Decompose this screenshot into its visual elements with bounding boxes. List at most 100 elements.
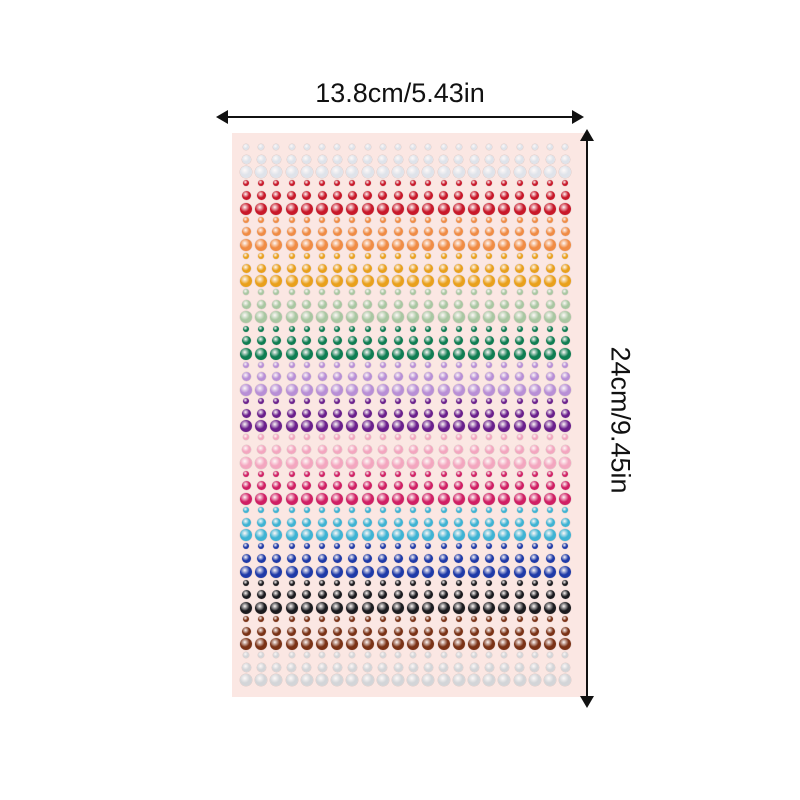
rhinestone-emerald (484, 336, 494, 346)
rhinestone-lavender (407, 384, 420, 396)
rhinestone-purple (531, 398, 538, 405)
rhinestone-lavender (440, 361, 447, 368)
rhinestone-brown (530, 626, 540, 636)
rhinestone-clear (346, 674, 359, 687)
rhinestone-black (439, 590, 449, 600)
rhinestone-pink (515, 445, 525, 454)
rhinestone-brown (270, 638, 283, 651)
rhinestone-lavender (347, 372, 357, 382)
rhinestone-clear-ab (271, 154, 281, 164)
rhinestone-orange (331, 238, 344, 251)
rhinestone-orange (240, 238, 252, 251)
rhinestone-brown (422, 638, 435, 651)
rhinestone-aqua (530, 517, 540, 527)
rhinestone-light-green (303, 289, 310, 296)
rhinestone-light-green (379, 289, 386, 296)
rhinestone-clear-ab (378, 154, 388, 164)
rhinestone-blue (516, 543, 523, 550)
rhinestone-brown (243, 615, 249, 622)
rhinestone-light-green (452, 311, 465, 324)
rhinestone-aqua (255, 529, 268, 542)
rhinestone-black (302, 590, 312, 600)
rhinestone-gold (484, 263, 494, 273)
rhinestone-clear-ab (545, 154, 555, 164)
rhinestone-purple (408, 408, 418, 418)
rhinestone-brown (393, 626, 403, 636)
rhinestone-light-green (285, 311, 298, 324)
rhinestone-light-green (547, 289, 553, 296)
rhinestone-blue (316, 565, 328, 578)
rhinestone-clear (407, 674, 420, 687)
rhinestone-brown (544, 638, 556, 651)
rhinestone-light-green (545, 299, 555, 309)
rhinestone-clear (498, 674, 511, 687)
rhinestone-light-green (392, 311, 404, 324)
rhinestone-gold (379, 252, 386, 259)
rhinestone-clear (271, 662, 281, 672)
rhinestone-purple (270, 420, 283, 433)
rhinestone-clear (334, 652, 341, 659)
rhinestone-blue (271, 553, 281, 563)
rhinestone-orange (270, 238, 283, 251)
rhinestone-fuchsia (437, 492, 450, 505)
rhinestone-light-green (241, 299, 251, 309)
rhinestone-gold (544, 275, 556, 288)
rhinestone-orange (422, 238, 435, 251)
rhinestone-aqua (393, 517, 403, 527)
rhinestone-black (300, 601, 313, 614)
rhinestone-clear (440, 652, 447, 659)
rhinestone-emerald (499, 336, 509, 346)
rhinestone-blue (347, 553, 357, 563)
rhinestone-emerald (316, 347, 328, 360)
rhinestone-emerald (392, 347, 404, 360)
rhinestone-clear (395, 652, 401, 659)
rhinestone-pink (271, 445, 281, 454)
rhinestone-light-green (498, 311, 511, 324)
rhinestone-clear (393, 662, 403, 672)
rhinestone-blue (455, 543, 462, 550)
rhinestone-brown (302, 626, 312, 636)
rhinestone-light-green (273, 289, 280, 296)
rhinestone-black (395, 579, 401, 586)
rhinestone-black (486, 579, 493, 586)
rhinestone-gold (437, 275, 450, 288)
rhinestone-brown (547, 615, 553, 622)
rhinestone-emerald (378, 336, 388, 346)
rhinestone-red (544, 202, 556, 215)
rhinestone-blue (319, 543, 325, 550)
rhinestone-lavender (423, 372, 433, 382)
rhinestone-emerald (243, 325, 249, 332)
rhinestone-red (303, 180, 310, 187)
rhinestone-clear-ab (303, 144, 310, 150)
rhinestone-clear (270, 674, 283, 687)
rhinestone-brown (241, 626, 251, 636)
rhinestone-lavender (471, 361, 477, 368)
height-dimension-arrow (580, 129, 594, 708)
rhinestone-pink (528, 456, 541, 469)
rhinestone-gold (258, 252, 265, 259)
rhinestone-pink (270, 456, 283, 469)
rhinestone-aqua (483, 529, 496, 542)
rhinestone-fuchsia (484, 481, 494, 491)
rhinestone-clear (484, 662, 494, 672)
rhinestone-blue (468, 565, 480, 578)
rhinestone-gold (528, 275, 541, 288)
rhinestone-light-green (317, 299, 327, 309)
rhinestone-light-green (407, 311, 420, 324)
rhinestone-brown (349, 615, 356, 622)
rhinestone-red (498, 202, 511, 215)
rhinestone-pink (513, 456, 526, 469)
rhinestone-emerald (240, 347, 252, 360)
rhinestone-red (440, 180, 447, 187)
rhinestone-black (454, 590, 464, 600)
rhinestone-purple (486, 398, 493, 405)
rhinestone-lavender (271, 372, 281, 382)
rhinestone-purple (334, 398, 341, 405)
rhinestone-orange (513, 238, 526, 251)
rhinestone-gold (331, 275, 344, 288)
rhinestone-orange (392, 238, 404, 251)
rhinestone-red (560, 190, 570, 200)
rhinestone-blue (530, 553, 540, 563)
rhinestone-aqua (379, 507, 386, 513)
rhinestone-light-green (300, 311, 313, 324)
